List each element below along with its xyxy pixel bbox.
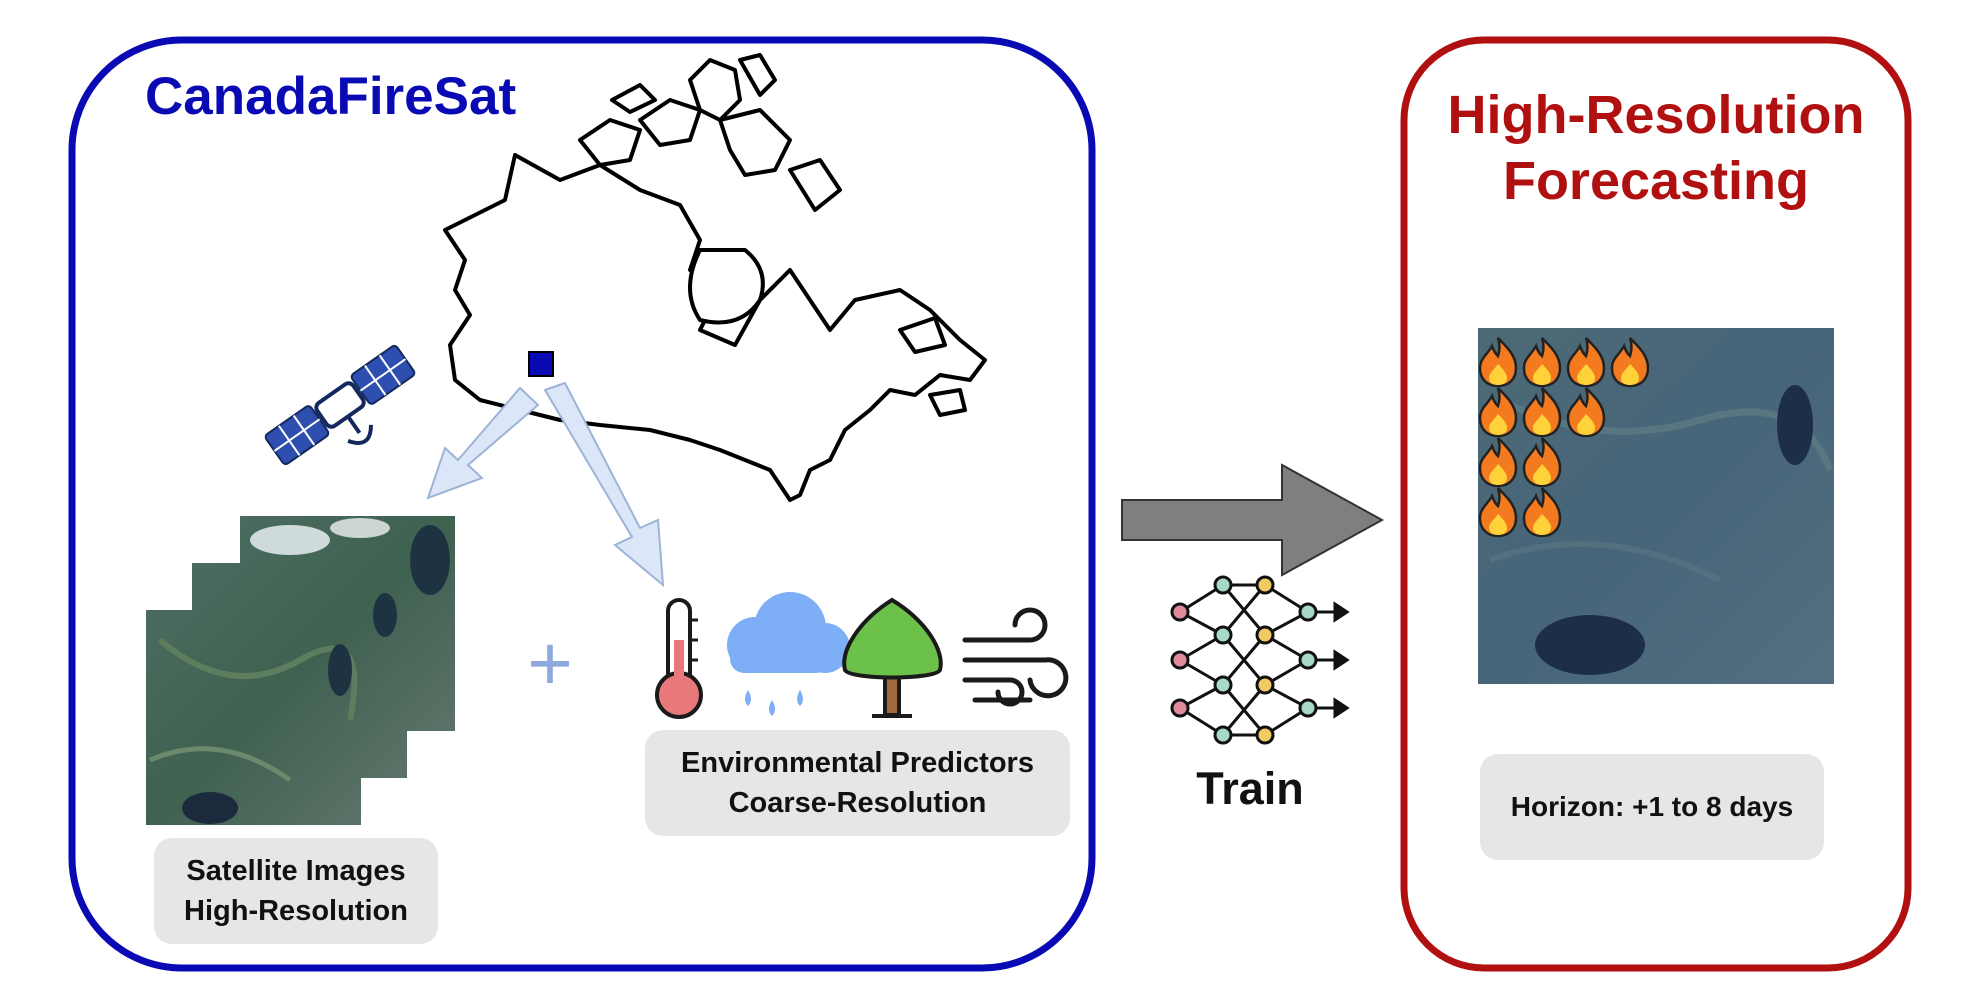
fire-icon xyxy=(1478,387,1518,438)
satellite-icon xyxy=(264,344,416,466)
satellite-images-label: Satellite Images High-Resolution xyxy=(154,838,438,944)
forecasting-title-line1: High-Resolution xyxy=(1447,85,1865,145)
forecasting-title: High-Resolution Forecasting xyxy=(1404,82,1908,214)
neural-network-icon xyxy=(1170,575,1350,745)
horizon-label: Horizon: +1 to 8 days xyxy=(1480,754,1824,860)
satellite-label-line1: Satellite Images xyxy=(186,855,406,887)
thermometer-icon xyxy=(655,598,703,719)
plus-symbol: + xyxy=(527,619,573,707)
environmental-predictors-label: Environmental Predictors Coarse-Resoluti… xyxy=(645,730,1070,836)
fire-icon xyxy=(1522,487,1562,538)
fire-icon xyxy=(1478,487,1518,538)
fire-icon xyxy=(1566,387,1606,438)
env-label-line1: Environmental Predictors xyxy=(681,747,1034,779)
data-flow-arrows xyxy=(426,381,665,588)
fire-icon xyxy=(1522,387,1562,438)
fire-icon xyxy=(1566,337,1606,388)
arrow-right-icon xyxy=(1121,463,1385,577)
forecasting-title-line2: Forecasting xyxy=(1502,151,1810,211)
satellite-label-line2: High-Resolution xyxy=(184,895,408,927)
canadafiresat-panel xyxy=(68,36,1096,972)
env-label-line2: Coarse-Resolution xyxy=(728,787,987,819)
forecasting-panel xyxy=(1400,36,1912,972)
train-label: Train xyxy=(1196,763,1304,814)
wind-icon xyxy=(962,607,1069,707)
satellite-image-stack xyxy=(146,516,455,825)
fire-icon xyxy=(1522,437,1562,488)
fire-icon xyxy=(1522,337,1562,388)
canada-map-icon xyxy=(443,53,987,502)
canadafiresat-title: CanadaFireSat xyxy=(145,67,517,126)
fire-icon xyxy=(1478,437,1518,488)
fire-icon xyxy=(1610,337,1650,388)
fire-icon xyxy=(1478,337,1518,388)
tree-icon xyxy=(842,597,943,718)
rain-cloud-icon xyxy=(727,592,850,716)
region-marker xyxy=(528,351,554,377)
